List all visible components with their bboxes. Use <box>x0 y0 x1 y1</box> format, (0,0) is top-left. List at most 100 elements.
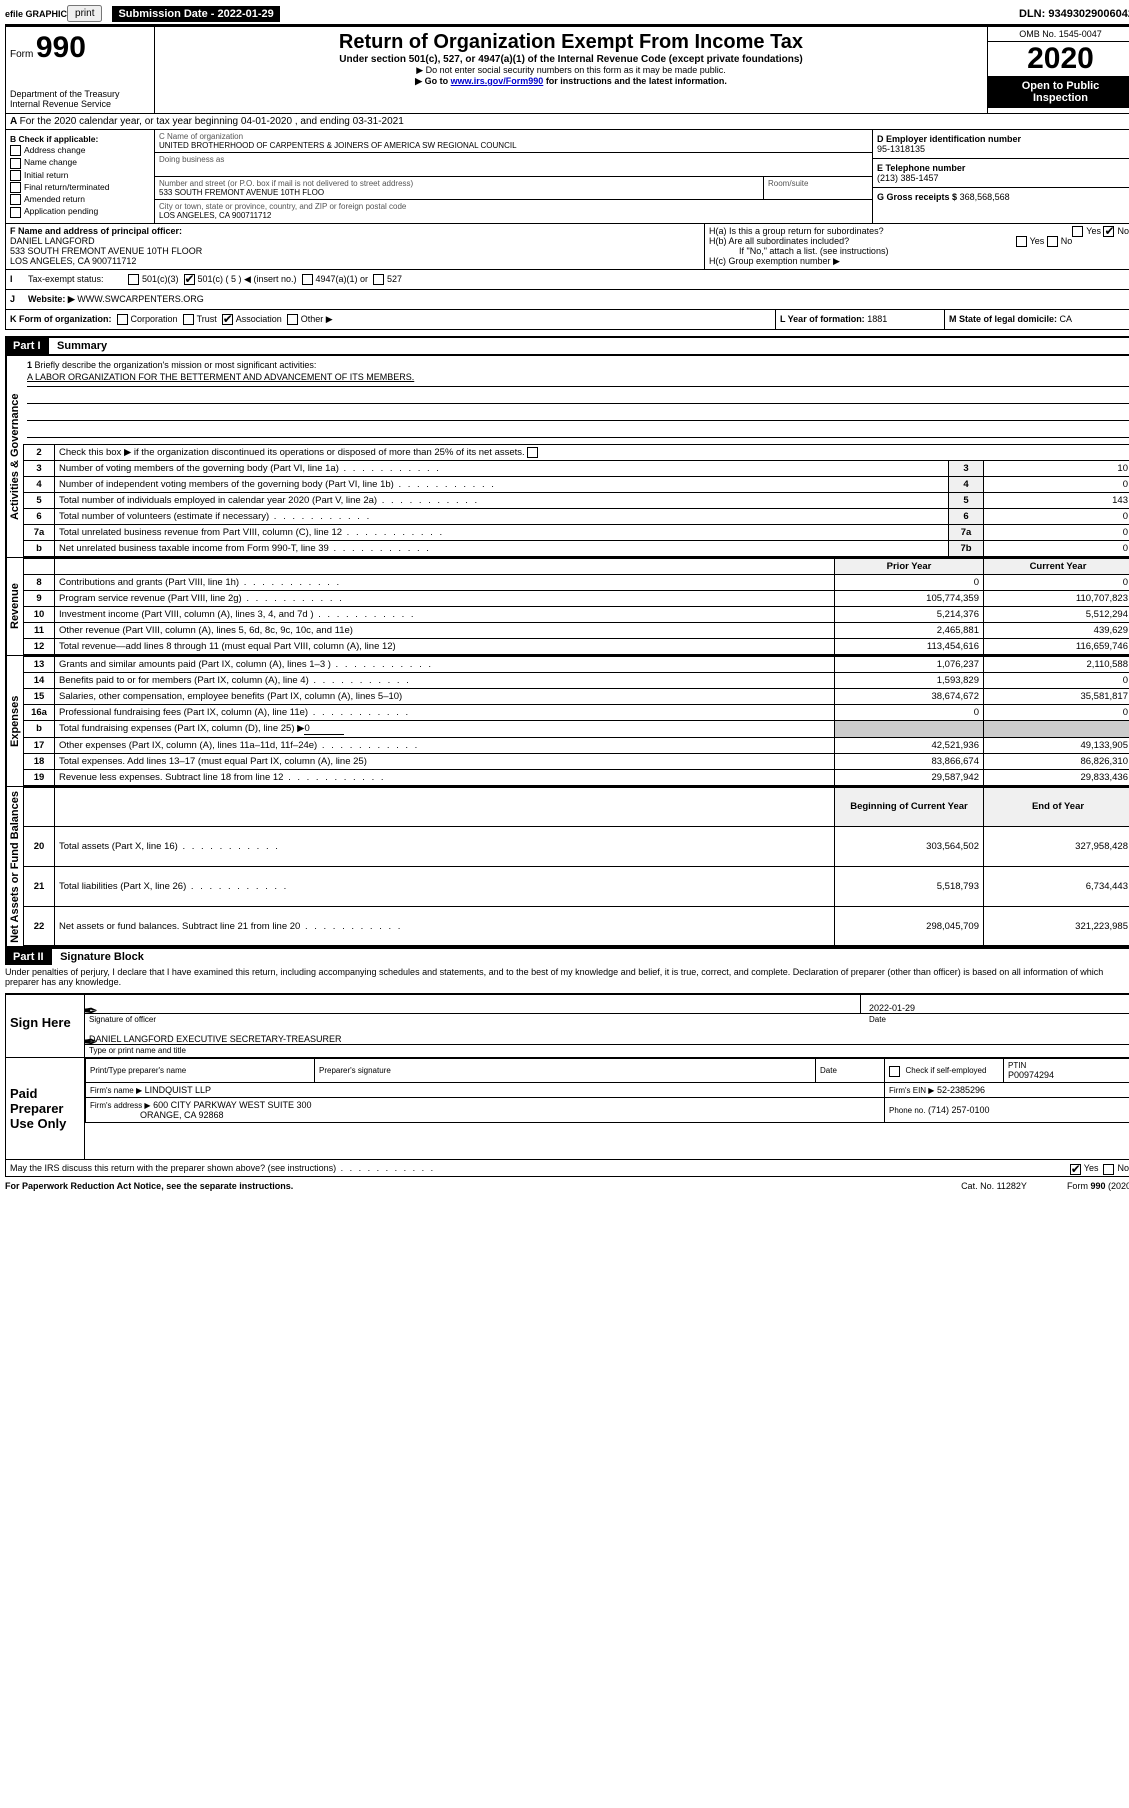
line9-label: Program service revenue (Part VIII, line… <box>55 590 835 606</box>
ha-yes-checkbox[interactable] <box>1072 226 1083 237</box>
4947-checkbox[interactable] <box>302 274 313 285</box>
firm-name-label: Firm's name ▶ <box>90 1086 142 1095</box>
4947-label: 4947(a)(1) or <box>316 274 369 284</box>
line5-label: Total number of individuals employed in … <box>55 492 949 508</box>
self-emp-label: Check if self-employed <box>906 1066 987 1075</box>
ha-label: H(a) Is this a group return for subordin… <box>709 226 884 236</box>
sig-officer-label: Signature of officer <box>89 1015 156 1024</box>
527-checkbox[interactable] <box>373 274 384 285</box>
part-i-title: Summary <box>51 340 107 352</box>
footer-center: Cat. No. 11282Y <box>961 1181 1027 1191</box>
hb-no-checkbox[interactable] <box>1047 236 1058 247</box>
officer-addr1: 533 SOUTH FREMONT AVENUE 10TH FLOOR <box>10 246 700 256</box>
firm-ein: 52-2385296 <box>937 1085 985 1095</box>
inspection-label: Open to Public Inspection <box>988 76 1129 108</box>
assoc-checkbox[interactable] <box>222 314 233 325</box>
submission-date: Submission Date - 2022-01-29 <box>112 6 279 22</box>
summary-revenue: Revenue Prior YearCurrent Year 8Contribu… <box>5 558 1129 656</box>
other-checkbox[interactable] <box>287 314 298 325</box>
line2-checkbox[interactable] <box>527 447 538 458</box>
form-number: 990 <box>36 31 86 64</box>
ptin-value: P00974294 <box>1008 1070 1128 1080</box>
ha-yes: Yes <box>1086 226 1101 236</box>
ha-no-checkbox[interactable] <box>1103 226 1114 237</box>
dln-label: DLN: 93493029006042 <box>1019 8 1129 20</box>
prior-year-header: Prior Year <box>835 558 984 574</box>
line18-label: Total expenses. Add lines 13–17 (must eq… <box>55 753 835 769</box>
initial-return-checkbox[interactable] <box>10 170 21 181</box>
sig-date: 2022-01-29 <box>869 1003 915 1013</box>
final-return-checkbox[interactable] <box>10 182 21 193</box>
officer-group-row: F Name and address of principal officer:… <box>5 224 1129 270</box>
form-subtitle: Under section 501(c), 527, or 4947(a)(1)… <box>159 54 983 65</box>
irs-link[interactable]: www.irs.gov/Form990 <box>451 76 544 86</box>
irs-label: Internal Revenue Service <box>10 99 150 109</box>
line15-label: Salaries, other compensation, employee b… <box>55 688 835 704</box>
signature-block: Sign Here ✒ Signature of officer 2022-01… <box>5 993 1129 1160</box>
hb-yes: Yes <box>1030 236 1045 246</box>
discuss-no-checkbox[interactable] <box>1103 1164 1114 1175</box>
phone-value: (213) 385-1457 <box>877 173 1129 183</box>
assoc-label: Association <box>236 314 282 324</box>
efile-label: efile GRAPHIC <box>5 9 67 19</box>
line19-label: Revenue less expenses. Subtract line 18 … <box>55 769 835 785</box>
discuss-yes: Yes <box>1084 1163 1099 1173</box>
discuss-yes-checkbox[interactable] <box>1070 1164 1081 1175</box>
print-button[interactable]: print <box>67 5 102 22</box>
discuss-no: No <box>1117 1163 1129 1173</box>
line6-label: Total number of volunteers (estimate if … <box>55 508 949 524</box>
declaration-text: Under penalties of perjury, I declare th… <box>5 965 1129 989</box>
l-label: L Year of formation: <box>780 314 865 324</box>
group-return-section: H(a) Is this a group return for subordin… <box>704 224 1129 269</box>
note-link: ▶ Go to www.irs.gov/Form990 for instruct… <box>159 76 983 87</box>
k-label: K Form of organization: <box>10 314 112 324</box>
website-url: WWW.SWCARPENTERS.ORG <box>77 294 204 305</box>
firm-addr-label: Firm's address ▶ <box>90 1101 151 1110</box>
line16b-val: 0 <box>304 723 344 735</box>
type-name-label: Type or print name and title <box>89 1046 186 1055</box>
website-label: Website: ▶ <box>28 294 75 305</box>
firm-ein-label: Firm's EIN ▶ <box>889 1086 934 1095</box>
line18-curr: 86,826,310 <box>984 753 1129 769</box>
corp-checkbox[interactable] <box>117 314 128 325</box>
line4-label: Number of independent voting members of … <box>55 476 949 492</box>
501c-checkbox[interactable] <box>184 274 195 285</box>
501c3-checkbox[interactable] <box>128 274 139 285</box>
line10-prior: 5,214,376 <box>835 606 984 622</box>
app-pending-checkbox[interactable] <box>10 207 21 218</box>
discuss-row: May the IRS discuss this return with the… <box>5 1160 1129 1177</box>
line9-prior: 105,774,359 <box>835 590 984 606</box>
line22-prior: 298,045,709 <box>835 906 984 946</box>
part-i-header: Part I Summary <box>5 336 1129 354</box>
phone-label: E Telephone number <box>877 163 1129 173</box>
name-change-checkbox[interactable] <box>10 158 21 169</box>
self-employed-checkbox[interactable] <box>889 1066 900 1077</box>
f-label: F Name and address of principal officer: <box>10 226 700 236</box>
officer-name: DANIEL LANGFORD <box>10 236 700 246</box>
line15-prior: 38,674,672 <box>835 688 984 704</box>
line7a-val: 0 <box>984 524 1129 540</box>
line7b-val: 0 <box>984 540 1129 556</box>
hb-yes-checkbox[interactable] <box>1016 236 1027 247</box>
tax-year-range: For the 2020 calendar year, or tax year … <box>20 116 404 127</box>
form-header: Form 990 Department of the Treasury Inte… <box>5 26 1129 114</box>
line11-label: Other revenue (Part VIII, column (A), li… <box>55 622 835 638</box>
b-label: B Check if applicable: <box>10 134 150 144</box>
prep-date-label: Date <box>820 1066 880 1075</box>
vert-expenses: Expenses <box>6 656 23 786</box>
footer-left: For Paperwork Reduction Act Notice, see … <box>5 1181 293 1191</box>
omb-label: OMB No. 1545-0047 <box>988 27 1129 42</box>
mission-text: A LABOR ORGANIZATION FOR THE BETTERMENT … <box>27 372 1129 387</box>
summary-expenses: Expenses 13Grants and similar amounts pa… <box>5 656 1129 787</box>
preparer-table: Print/Type preparer's name Preparer's si… <box>85 1058 1129 1123</box>
501c3-label: 501(c)(3) <box>142 274 179 284</box>
line9-curr: 110,707,823 <box>984 590 1129 606</box>
line6-val: 0 <box>984 508 1129 524</box>
trust-checkbox[interactable] <box>183 314 194 325</box>
form-of-org-row: K Form of organization: Corporation Trus… <box>5 310 1129 330</box>
line4-val: 0 <box>984 476 1129 492</box>
dept-label: Department of the Treasury <box>10 89 150 99</box>
line7a-label: Total unrelated business revenue from Pa… <box>55 524 949 540</box>
amended-return-checkbox[interactable] <box>10 194 21 205</box>
address-change-checkbox[interactable] <box>10 145 21 156</box>
